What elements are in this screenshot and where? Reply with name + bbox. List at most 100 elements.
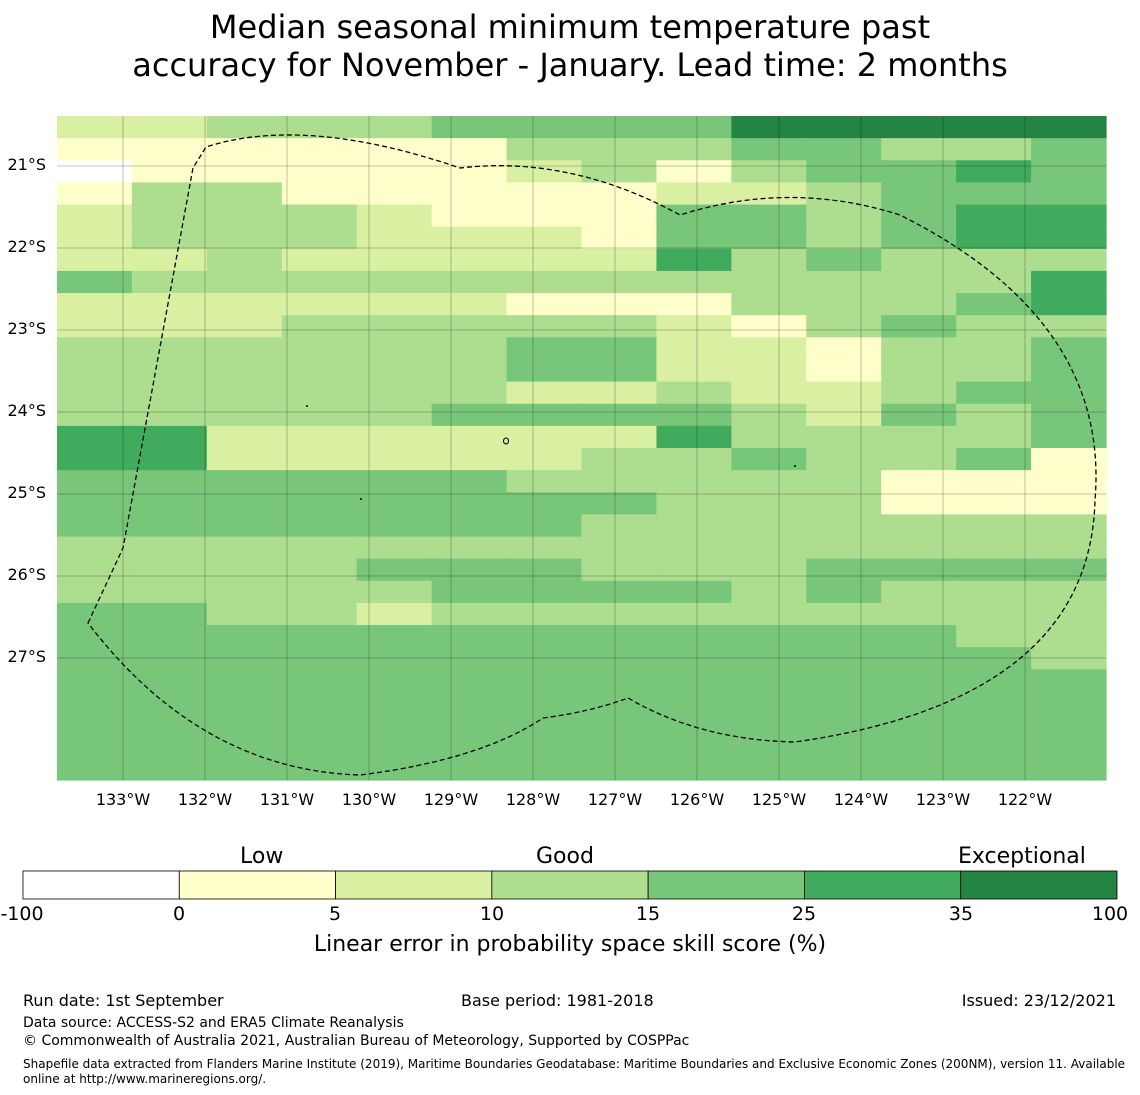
grid-cell	[431, 337, 508, 361]
grid-cell	[431, 647, 508, 670]
grid-cell	[57, 713, 133, 737]
grid-cell	[57, 448, 133, 471]
grid-cell	[1031, 359, 1107, 383]
grid-cell	[431, 713, 508, 737]
grid-cell	[356, 160, 433, 183]
grid-cell	[956, 492, 1032, 515]
grid-cell	[731, 160, 807, 183]
grid-cell	[57, 248, 133, 272]
grid-cell	[57, 226, 133, 250]
grid-cell	[506, 337, 583, 361]
grid-cell	[881, 138, 957, 161]
lon-label: 130°W	[341, 790, 397, 809]
grid-cell	[356, 425, 433, 449]
grid-cell	[281, 116, 358, 139]
grid-cell	[57, 647, 133, 670]
grid-cell	[281, 315, 358, 338]
grid-cell	[581, 204, 658, 228]
grid-cell	[656, 381, 732, 405]
grid-cell	[131, 514, 208, 538]
grid-cell	[656, 116, 732, 139]
grid-cell	[506, 248, 583, 272]
colorbar-tick: 25	[791, 903, 817, 925]
grid-cell	[731, 625, 807, 648]
grid-cell	[431, 558, 508, 582]
grid-cell	[1031, 337, 1107, 361]
lat-label: 21°S	[7, 155, 46, 174]
colorbar-tick: 10	[479, 903, 505, 925]
skill-grid	[57, 116, 1107, 781]
grid-cell	[881, 403, 957, 427]
grid-cell	[131, 226, 208, 250]
grid-cell	[956, 757, 1032, 781]
grid-cell	[581, 359, 658, 383]
grid-cell	[656, 602, 732, 626]
grid-cell	[806, 669, 882, 693]
grid-cell	[1031, 315, 1107, 338]
grid-cell	[281, 669, 358, 693]
grid-cell	[206, 270, 283, 294]
grid-cell	[656, 226, 732, 250]
grid-cell	[206, 735, 283, 759]
grid-cell	[57, 757, 133, 781]
grid-cell	[581, 182, 658, 206]
grid-cell	[206, 647, 283, 670]
grid-cell	[356, 558, 433, 582]
grid-cell	[356, 226, 433, 250]
grid-cell	[656, 514, 732, 538]
run-date: Run date: 1st September	[23, 991, 224, 1010]
grid-cell	[431, 226, 508, 250]
grid-cell	[281, 425, 358, 449]
grid-cell	[356, 602, 433, 626]
grid-cell	[206, 160, 283, 183]
colorbar-tick: 5	[328, 903, 342, 925]
grid-cell	[131, 470, 208, 493]
grid-cell	[281, 514, 358, 538]
grid-cell	[506, 293, 583, 316]
data-source: Data source: ACCESS-S2 and ERA5 Climate …	[23, 1015, 404, 1031]
grid-cell	[806, 735, 882, 759]
lon-label: 125°W	[751, 790, 807, 809]
grid-cell	[806, 691, 882, 715]
grid-cell	[431, 602, 508, 626]
grid-cell	[356, 757, 433, 781]
grid-cell	[956, 403, 1032, 427]
grid-cell	[956, 536, 1032, 560]
grid-cell	[806, 248, 882, 272]
grid-cell	[731, 359, 807, 383]
grid-cell	[131, 713, 208, 737]
grid-cell	[956, 448, 1032, 471]
colorbar-segment	[335, 870, 493, 900]
grid-cell	[656, 138, 732, 161]
category-exceptional: Exceptional	[958, 844, 1086, 869]
grid-cell	[1031, 713, 1107, 737]
grid-cell	[281, 580, 358, 604]
grid-cell	[956, 182, 1032, 206]
colorbar-tick: -100	[0, 903, 44, 925]
grid-cell	[806, 425, 882, 449]
grid-cell	[281, 403, 358, 427]
grid-cell	[506, 160, 583, 183]
grid-cell	[956, 669, 1032, 693]
grid-cell	[731, 403, 807, 427]
grid-cell	[581, 536, 658, 560]
grid-cell	[431, 182, 508, 206]
grid-cell	[581, 160, 658, 183]
grid-cell	[881, 492, 957, 515]
grid-cell	[281, 470, 358, 493]
grid-cell	[506, 470, 583, 493]
grid-cell	[281, 248, 358, 272]
grid-cell	[356, 315, 433, 338]
grid-cell	[581, 381, 658, 405]
grid-cell	[206, 625, 283, 648]
lat-label: 25°S	[7, 483, 46, 502]
grid-cell	[431, 536, 508, 560]
grid-cell	[881, 735, 957, 759]
grid-cell	[431, 470, 508, 493]
grid-cell	[881, 270, 957, 294]
grid-cell	[356, 182, 433, 206]
grid-cell	[356, 647, 433, 670]
grid-cell	[506, 735, 583, 759]
grid-cell	[431, 625, 508, 648]
grid-cell	[956, 470, 1032, 493]
